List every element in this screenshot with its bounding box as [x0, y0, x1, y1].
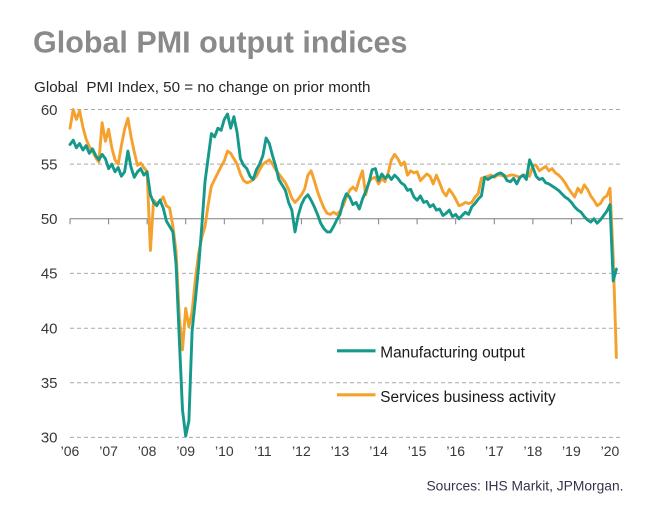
- svg-text:’12: ’12: [292, 443, 311, 459]
- svg-text:Global PMI output indices: Global PMI output indices: [33, 26, 407, 60]
- svg-text:’09: ’09: [176, 443, 195, 459]
- svg-text:’16: ’16: [446, 443, 465, 459]
- svg-text:50: 50: [41, 211, 58, 228]
- svg-text:35: 35: [41, 375, 58, 392]
- svg-text:’18: ’18: [524, 443, 543, 459]
- svg-text:’14: ’14: [369, 443, 388, 459]
- svg-text:’08: ’08: [138, 443, 157, 459]
- svg-text:55: 55: [41, 156, 58, 173]
- svg-text:’19: ’19: [562, 443, 581, 459]
- svg-text:Sources: IHS Markit, JPMorgan.: Sources: IHS Markit, JPMorgan.: [426, 479, 623, 494]
- svg-text:Manufacturing output: Manufacturing output: [380, 345, 525, 362]
- svg-text:’07: ’07: [99, 443, 118, 459]
- svg-text:’06: ’06: [61, 443, 80, 459]
- svg-text:’13: ’13: [331, 443, 350, 459]
- svg-text:Services business activity: Services business activity: [380, 389, 556, 406]
- svg-text:45: 45: [41, 266, 58, 283]
- svg-text:’10: ’10: [215, 443, 234, 459]
- svg-text:60: 60: [41, 102, 58, 119]
- svg-text:Global PMI Index, 50 = no cha: Global PMI Index, 50 = no change on prio…: [34, 79, 370, 96]
- svg-text:’20: ’20: [601, 443, 620, 459]
- svg-text:40: 40: [41, 321, 58, 338]
- svg-text:’17: ’17: [485, 443, 504, 459]
- svg-text:’11: ’11: [254, 443, 272, 459]
- svg-text:30: 30: [41, 430, 58, 447]
- svg-text:’15: ’15: [408, 443, 427, 459]
